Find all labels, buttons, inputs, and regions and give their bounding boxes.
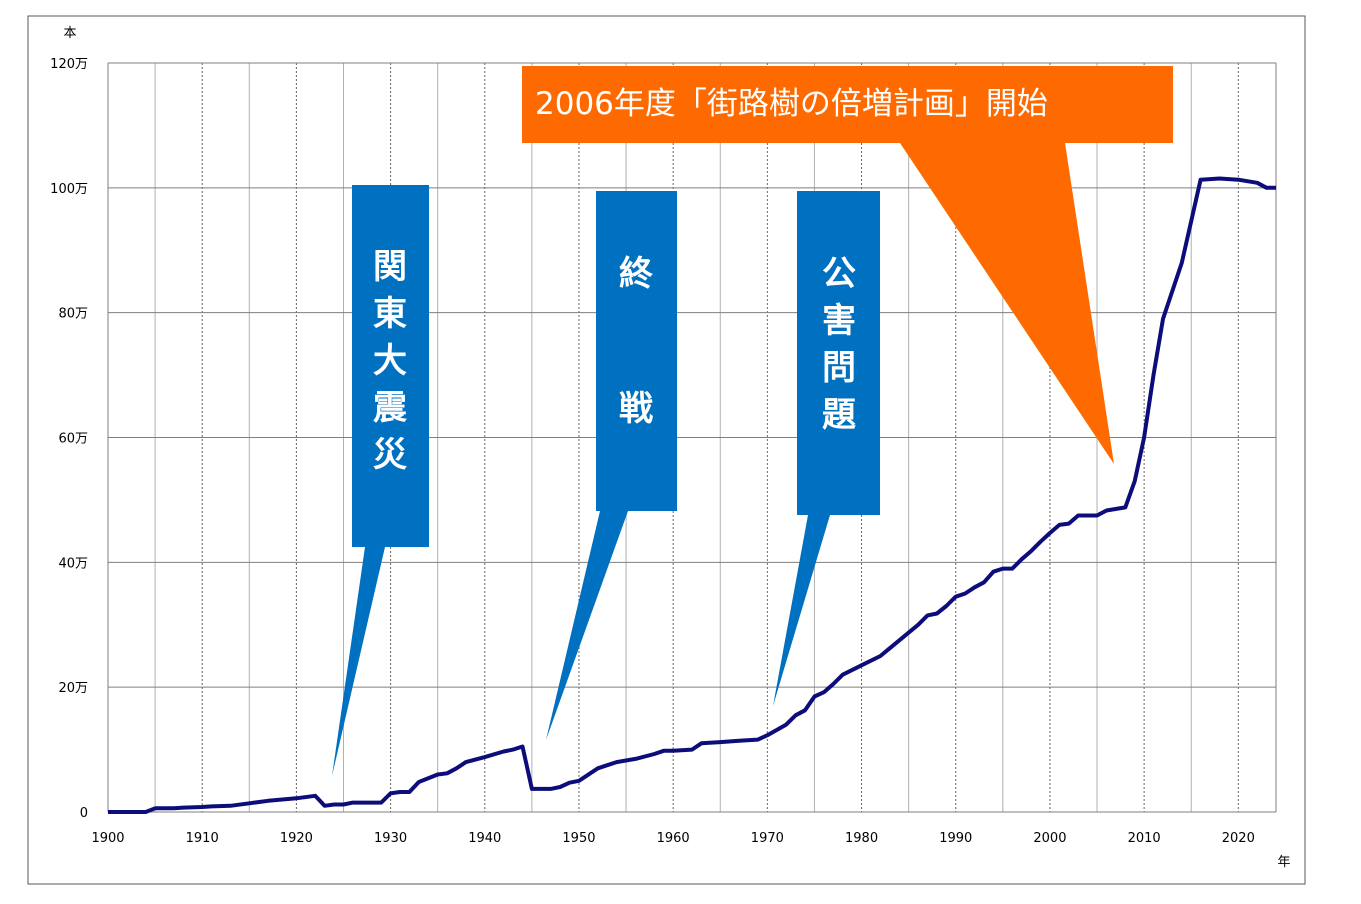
y-tick-label: 80万 xyxy=(58,307,88,322)
callout-war-end-pointer xyxy=(546,511,628,740)
grid xyxy=(107,62,1277,813)
y-unit-label: 本 xyxy=(63,26,76,41)
callout-earthquake-box xyxy=(352,185,429,547)
x-tick-label: 2010 xyxy=(1128,831,1161,846)
x-tick-label: 1980 xyxy=(845,831,878,846)
callout-war-end-box xyxy=(596,191,677,511)
series-line xyxy=(108,176,1276,814)
callout-earthquake-pointer xyxy=(332,547,385,776)
callout-pollution: 公害問題 xyxy=(773,191,880,706)
y-tick-label: 60万 xyxy=(58,432,88,447)
x-unit-label: 年 xyxy=(1277,855,1290,870)
callout-pollution-box xyxy=(797,191,880,515)
y-tick-label: 100万 xyxy=(50,182,88,197)
callout-pollution-text: 公害問題 xyxy=(822,254,856,435)
y-tick-labels: 0 20万 40万 60万 80万 100万 120万 xyxy=(50,57,88,821)
x-tick-label: 1910 xyxy=(186,831,219,846)
x-tick-labels: 1900 1910 1920 1930 1940 1950 1960 1970 1980 1990… xyxy=(91,831,1254,846)
callout-pollution-pointer xyxy=(773,515,830,706)
callout-earthquake: 関東大震災 xyxy=(332,185,429,776)
y-tick-label: 20万 xyxy=(58,681,88,696)
x-tick-label: 1960 xyxy=(657,831,690,846)
callout-doubling-plan-text: 2006年度「街路樹の倍増計画」開始 xyxy=(535,86,1048,122)
x-tick-label: 1920 xyxy=(280,831,313,846)
callout-earthquake-text: 関東大震災 xyxy=(373,247,408,475)
x-tick-label: 1940 xyxy=(468,831,501,846)
callout-war-end-text: 終戦 xyxy=(619,254,653,429)
x-tick-label: 1990 xyxy=(939,831,972,846)
callout-doubling-plan: 2006年度「街路樹の倍増計画」開始 xyxy=(522,66,1173,464)
x-tick-label: 2020 xyxy=(1222,831,1255,846)
x-tick-label: 1970 xyxy=(751,831,784,846)
y-tick-label: 0 xyxy=(80,806,88,821)
y-tick-label: 120万 xyxy=(50,57,88,72)
callout-doubling-plan-box xyxy=(522,66,1173,143)
x-tick-label: 1950 xyxy=(562,831,595,846)
callout-war-end: 終戦 xyxy=(546,191,677,740)
y-tick-label: 40万 xyxy=(58,556,88,571)
x-tick-label: 1930 xyxy=(374,831,407,846)
x-tick-label: 1900 xyxy=(91,831,124,846)
x-tick-label: 2000 xyxy=(1033,831,1066,846)
callout-doubling-plan-pointer xyxy=(900,143,1114,464)
